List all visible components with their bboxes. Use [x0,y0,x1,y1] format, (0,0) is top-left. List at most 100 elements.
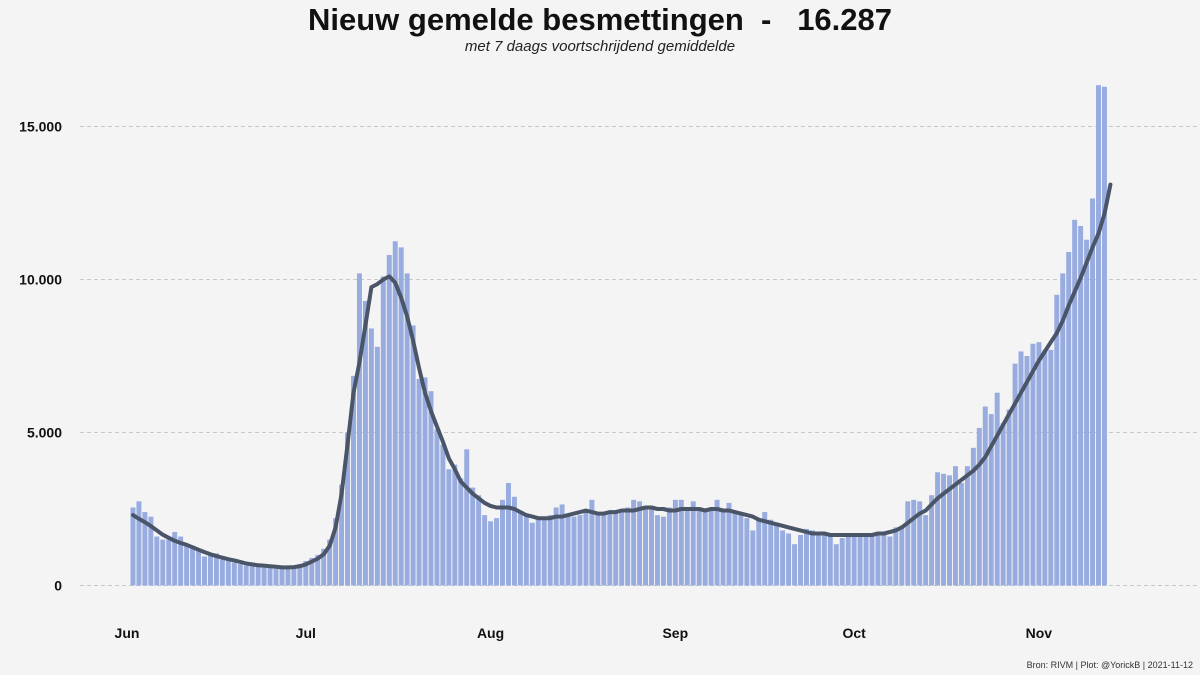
bar [786,533,792,586]
bar [190,545,196,586]
bar [726,502,732,586]
bar [392,241,398,586]
bar [875,535,881,586]
bar [821,533,827,586]
bar [1101,86,1107,586]
bar [887,536,893,586]
bar [470,487,476,586]
bar [750,530,756,586]
bar [803,528,809,586]
bar [571,516,577,586]
bar [178,536,184,586]
bar [625,507,631,586]
bar [649,509,654,586]
bar [398,247,404,586]
bar [511,496,517,586]
bar [845,535,851,586]
bar [947,475,952,586]
bar [207,554,213,586]
bar [374,346,380,586]
bar [249,565,255,586]
y-tick-label: 5.000 [27,425,62,441]
bar [285,568,291,586]
bar [351,375,356,586]
bar [1006,409,1012,586]
bar [452,464,458,586]
bar-series [130,85,1107,586]
x-tick-label: Nov [1026,625,1053,641]
bar [1030,343,1036,586]
bar [1024,356,1030,586]
bar [559,504,565,586]
bar [994,392,1000,586]
bar [583,510,589,586]
bar [869,533,875,586]
bar [792,544,798,586]
bar [464,449,470,586]
bar [1084,239,1090,586]
bar [303,561,309,586]
bar [1096,85,1101,586]
chart-title: Nieuw gemelde besmettingen - 16.287 [307,2,893,37]
bar [416,378,422,586]
bar [261,567,267,586]
bar [857,536,863,586]
bar [362,300,368,586]
bar [1054,294,1060,586]
bar [923,515,929,586]
bar [988,414,994,586]
bar [309,557,315,586]
bar [762,512,768,586]
bar [744,518,750,586]
bar [929,495,935,586]
grid-lines [80,126,1198,586]
bar [589,499,595,586]
bar [827,536,833,586]
bar [815,533,821,586]
bar [595,512,601,586]
bar [1078,225,1084,586]
y-axis: 0 5.000 10.000 15.000 [19,119,62,594]
bar [1000,423,1006,586]
bar [297,564,303,586]
bar [148,516,154,586]
bar [672,499,678,586]
bar [905,501,911,586]
x-axis: Jun Jul Aug Sep Oct Nov [115,625,1053,641]
bar [619,510,625,586]
bar [231,562,237,586]
bar [255,565,261,586]
bar [184,544,190,586]
bar [678,499,684,586]
bar [404,273,410,586]
bar [517,510,523,586]
bar [631,499,637,586]
bar [225,561,231,586]
bar [768,519,774,586]
bar [601,515,607,586]
bar [202,556,207,586]
bar [666,507,672,586]
bar [1048,349,1054,586]
bar [237,564,243,586]
y-tick-label: 10.000 [19,272,62,288]
bar [172,531,178,586]
bar [196,550,202,586]
bar [720,510,726,586]
y-tick-label: 0 [54,578,62,594]
bar [541,519,547,586]
chart-subtitle: met 7 daags voortschrijdend gemiddelde [464,38,736,55]
bar [523,513,529,586]
bar [637,501,643,586]
source-caption: Bron: RIVM | Plot: @YorickB | 2021-11-12 [1026,660,1193,670]
bar [327,539,333,586]
bar [160,539,166,586]
bar [809,530,815,586]
bar [732,512,738,586]
bar [941,473,947,586]
bar [529,522,535,586]
bar [851,536,857,586]
bar [476,495,482,586]
bar [500,499,505,586]
